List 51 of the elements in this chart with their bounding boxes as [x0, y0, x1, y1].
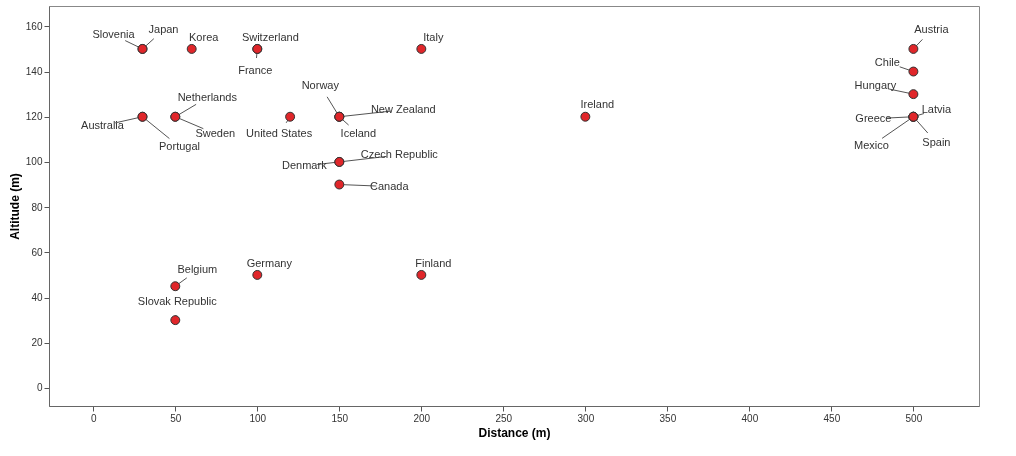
x-tick-label: 0 [91, 412, 97, 424]
y-tick-label: 0 [36, 382, 43, 394]
annotation: Hungary [854, 79, 897, 92]
y-tick-label: 20 [31, 337, 43, 349]
x-tick-label: 500 [905, 412, 923, 424]
y-tick-label: 140 [25, 66, 43, 78]
annotation: Australia [81, 118, 125, 131]
x-axis-title: Distance (m) [478, 425, 551, 440]
y-tick-label: 160 [25, 20, 43, 32]
annotation: Ireland [580, 97, 615, 110]
annotation: Netherlands [177, 90, 238, 103]
annotation: Austria [914, 22, 950, 35]
y-tick-label: 80 [31, 201, 43, 213]
annotation: Italy [423, 30, 444, 43]
annotation: Finland [415, 256, 452, 269]
x-tick-label: 150 [331, 412, 349, 424]
y-axis-title: Altitude (m) [7, 173, 22, 240]
annotation: Slovak Republic [137, 295, 218, 308]
annotation: Norway [301, 78, 340, 91]
y-tick-label: 100 [25, 156, 43, 168]
annotation: United States [246, 126, 313, 139]
annotation: Chile [874, 55, 900, 68]
annotation: Mexico [853, 138, 889, 151]
annotation: Slovenia [92, 27, 136, 40]
annotation: Portugal [159, 139, 200, 152]
annotation: Latvia [921, 102, 952, 115]
annotation: Czech Republic [360, 147, 439, 160]
annotation: Canada [370, 179, 410, 192]
x-tick-label: 200 [413, 412, 431, 424]
x-tick-label: 50 [170, 412, 182, 424]
annotation: Iceland [340, 126, 377, 139]
x-tick-label: 250 [495, 412, 513, 424]
x-tick-label: 400 [741, 412, 759, 424]
x-tick-label: 350 [659, 412, 677, 424]
annotation: Greece [855, 111, 892, 124]
x-tick-label: 300 [577, 412, 595, 424]
annotation: New Zealand [370, 102, 436, 115]
annotation: Belgium [177, 263, 218, 276]
annotation: Denmark [282, 158, 328, 171]
x-tick-label: 450 [823, 412, 841, 424]
y-tick-label: 40 [31, 292, 43, 304]
annotation: Sweden [195, 126, 236, 139]
annotation: Switzerland [241, 30, 299, 43]
x-tick-label: 100 [249, 412, 267, 424]
annotation: Korea [189, 30, 220, 43]
annotation: Spain [922, 135, 951, 148]
y-tick-label: 120 [25, 111, 43, 123]
y-tick-label: 60 [31, 246, 43, 258]
annotation: France [238, 63, 273, 76]
annotation: Germany [246, 256, 293, 269]
annotation: Japan [148, 22, 179, 35]
